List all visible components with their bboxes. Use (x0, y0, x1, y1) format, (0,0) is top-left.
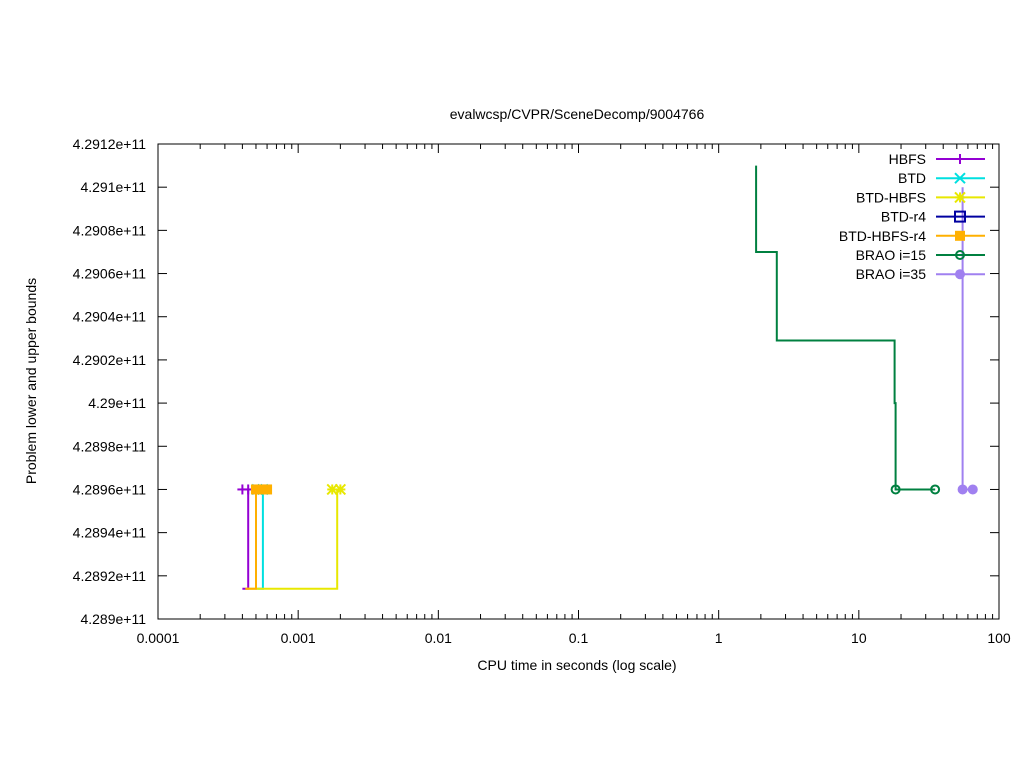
y-axis-label: Problem lower and upper bounds (23, 278, 39, 484)
legend-label: BTD-HBFS-r4 (839, 228, 926, 244)
plot-border (157, 143, 1000, 620)
legend-label: BTD (898, 170, 926, 186)
series-btd-hbfs-r4 (245, 484, 273, 590)
y-tick-label: 4.2894e+11 (73, 525, 147, 541)
x-tick-label: 0.01 (425, 630, 452, 646)
y-tick-label: 4.2896e+11 (73, 481, 147, 497)
y-tick-label: 4.2904e+11 (73, 309, 147, 325)
y-tick-label: 4.29e+11 (88, 395, 146, 411)
data-point (967, 484, 978, 495)
x-tick-label: 1 (715, 630, 723, 646)
series-lower-bound-line (257, 489, 264, 590)
legend-entry: BTD-HBFS-r4 (839, 228, 985, 244)
data-point (256, 484, 267, 495)
legend-entry: BRAO i=15 (856, 247, 985, 263)
data-point (250, 484, 261, 495)
x-tick-label: 0.1 (569, 630, 589, 646)
x-tick-label: 100 (987, 630, 1011, 646)
y-tick-label: 4.2906e+11 (73, 266, 147, 282)
y-tick-label: 4.2908e+11 (73, 222, 147, 238)
legend-entry: HBFS (889, 151, 985, 167)
legend-entry: BTD-HBFS (856, 189, 985, 205)
series-lower-bound-line (245, 489, 257, 590)
series-btd (251, 483, 269, 590)
series-layer (237, 165, 978, 590)
series-btd-hbfs (245, 483, 347, 590)
legend-label: BRAO i=35 (856, 266, 927, 282)
data-point (957, 484, 968, 495)
y-tick-label: 4.2898e+11 (73, 438, 147, 454)
series-lower-bound-line (242, 489, 250, 590)
legend-entry: BRAO i=35 (856, 266, 985, 282)
axes: 0.0001 0.001 0.01 0.1 1 10 100 4.289e+11 4.2892e… (73, 136, 1011, 646)
legend-marker (955, 269, 965, 280)
chart-title: evalwcsp/CVPR/SceneDecomp/9004766 (450, 106, 705, 122)
legend-entry: BTD-r4 (881, 209, 985, 225)
y-tick-label: 4.2912e+11 (73, 136, 147, 152)
legend-marker (955, 154, 965, 164)
data-point (334, 483, 347, 496)
y-tick-label: 4.2892e+11 (73, 568, 147, 584)
data-point (890, 484, 901, 495)
series-brao-i-35 (957, 187, 978, 495)
x-axis-label: CPU time in seconds (log scale) (477, 657, 676, 673)
y-tick-label: 4.2902e+11 (73, 352, 147, 368)
series-hbfs (237, 484, 254, 590)
legend-marker (954, 210, 966, 223)
legend: HBFS BTD BTD-HBFS BTD-r4 BTD-HBFS-r4 BRAO i=1… (839, 151, 985, 282)
legend-label: BTD-r4 (881, 209, 926, 225)
legend-label: BRAO i=15 (856, 247, 927, 263)
x-tick-label: 0.001 (281, 630, 316, 646)
series-brao-i-15 (755, 165, 941, 495)
y-tick-label: 4.289e+11 (80, 611, 146, 627)
x-tick-label: 10 (851, 630, 867, 646)
legend-marker (954, 172, 966, 184)
legend-label: BTD-HBFS (856, 189, 926, 205)
legend-marker (954, 191, 966, 204)
series-lower-bound-line (245, 489, 339, 590)
data-point (262, 484, 273, 495)
legend-marker (955, 230, 965, 241)
legend-marker (955, 250, 965, 260)
y-tick-label: 4.291e+11 (80, 179, 146, 195)
legend-label: HBFS (889, 151, 926, 167)
legend-entry: BTD (898, 170, 985, 186)
x-tick-label: 0.0001 (137, 630, 180, 646)
series-upper-bound-line (755, 165, 936, 491)
data-point (930, 484, 941, 495)
